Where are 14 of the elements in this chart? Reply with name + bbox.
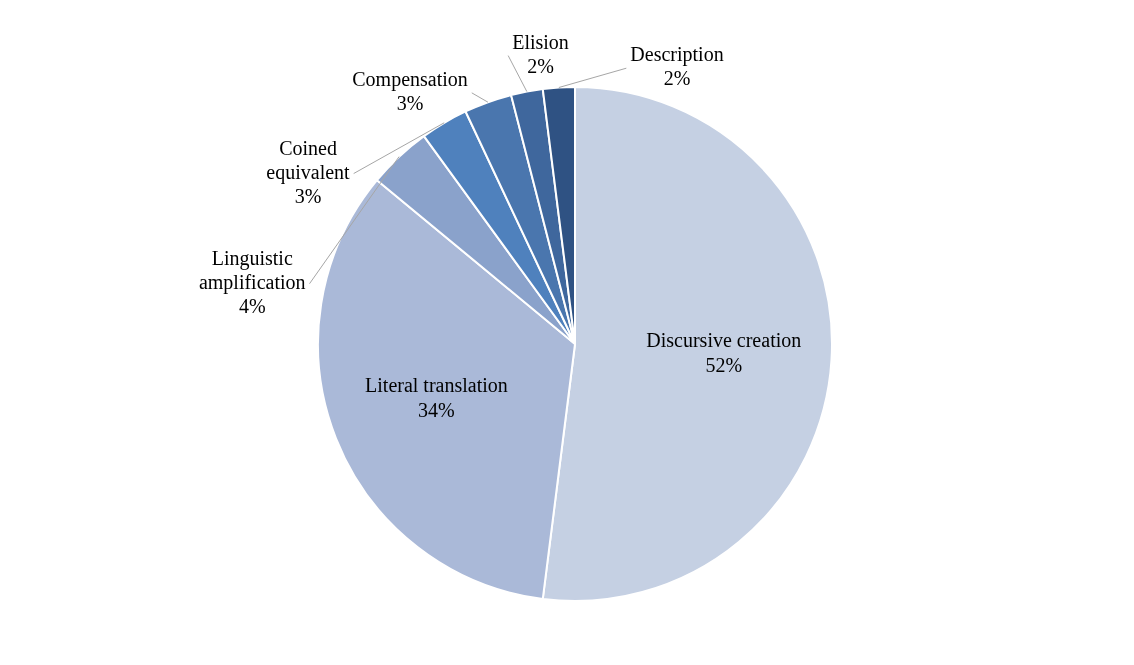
data-label: 52% <box>705 353 743 376</box>
data-label: 34% <box>418 399 455 422</box>
slice-label: Description <box>630 43 724 67</box>
data-label: 3% <box>396 92 424 115</box>
data-label: 2% <box>663 67 691 90</box>
data-label: 2% <box>527 54 554 77</box>
slice-label: Literal translation <box>365 374 508 397</box>
slice-label: Discursive creation <box>646 328 802 351</box>
data-label: 4% <box>238 294 266 317</box>
slice-label: Coined equivalent <box>266 136 351 184</box>
data-label: 3% <box>294 184 322 207</box>
slice-label: Linguistic amplification <box>198 246 306 294</box>
slice-label: Compensation <box>352 68 468 92</box>
slice-label: Elision <box>512 30 569 53</box>
